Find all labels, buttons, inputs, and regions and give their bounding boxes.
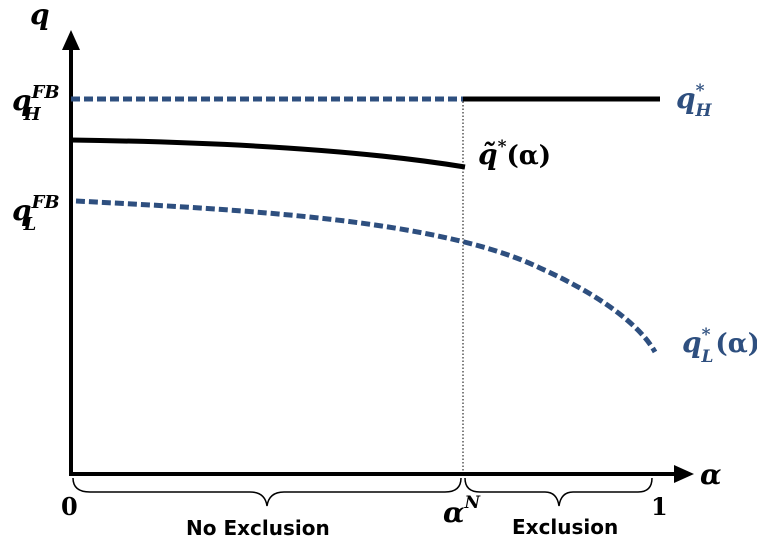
y-axis-label: q — [30, 0, 50, 31]
label-q-tilde-star: q̃*(α) — [478, 137, 551, 171]
y-axis-arrowhead — [62, 30, 80, 50]
no-exclusion-brace — [72, 477, 462, 507]
q-tilde-star-curve — [70, 137, 466, 170]
exclusion-brace — [464, 477, 653, 507]
tick-one: 1 — [651, 492, 668, 521]
region-no-exclusion: No Exclusion — [186, 516, 330, 540]
label-q-h-star: q* H — [676, 81, 712, 121]
x-axis-label: α — [700, 458, 722, 491]
tick-q-h-fb: qFB H — [12, 82, 60, 125]
label-q-l-star: q* L(α) — [682, 325, 757, 367]
tick-q-l-fb: qFB L — [12, 192, 60, 235]
tick-alpha-n: αN — [443, 493, 482, 529]
x-axis-arrowhead — [674, 465, 694, 483]
region-exclusion: Exclusion — [512, 515, 618, 539]
q-l-star-curve — [75, 198, 658, 354]
tick-zero: 0 — [61, 492, 78, 521]
